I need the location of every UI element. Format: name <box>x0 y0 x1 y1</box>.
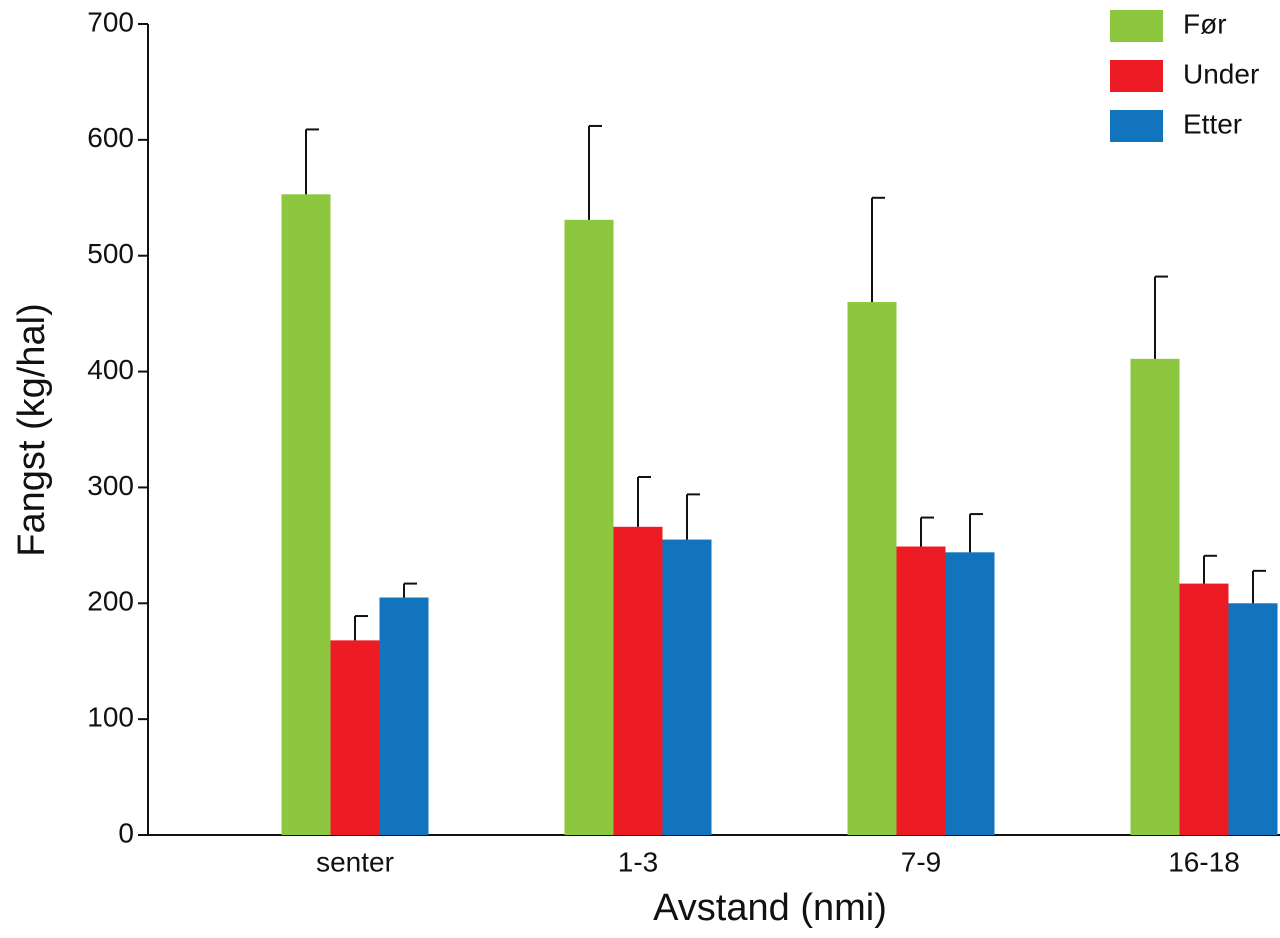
bar <box>662 539 712 835</box>
bar <box>379 597 429 835</box>
legend-swatch <box>1110 60 1163 92</box>
bar <box>564 219 614 835</box>
y-tick-label: 200 <box>87 586 134 617</box>
error-bar <box>305 128 319 195</box>
y-axis-label: Fangst (kg/hal) <box>11 303 53 556</box>
error-bar <box>871 196 885 303</box>
y-tick-label: 300 <box>87 470 134 501</box>
bar <box>330 640 380 835</box>
y-tick-label: 0 <box>118 817 134 848</box>
x-axis-label: Avstand (nmi) <box>653 887 887 929</box>
bar <box>613 526 663 835</box>
bar <box>281 194 331 835</box>
error-bar <box>403 582 417 598</box>
y-tick-label: 100 <box>87 702 134 733</box>
legend-swatch <box>1110 110 1163 142</box>
legend-label: Etter <box>1183 108 1242 139</box>
y-tick-label: 600 <box>87 122 134 153</box>
error-bar <box>637 476 651 527</box>
error-bar <box>1203 554 1217 584</box>
y-tick-label: 700 <box>87 6 134 37</box>
y-tick-label: 400 <box>87 354 134 385</box>
error-bar <box>1252 569 1266 604</box>
bar <box>896 546 946 835</box>
bar <box>1130 358 1180 835</box>
error-bar <box>920 516 934 547</box>
bar <box>945 552 995 835</box>
bar <box>847 302 897 835</box>
y-tick-label: 500 <box>87 238 134 269</box>
bar <box>1228 603 1278 835</box>
x-tick-label: 7-9 <box>901 846 941 877</box>
x-tick-label: 1-3 <box>618 846 658 877</box>
error-bar <box>354 615 368 641</box>
error-bar <box>588 124 602 220</box>
error-bar <box>1154 275 1168 359</box>
legend-label: Før <box>1183 8 1227 39</box>
legend-label: Under <box>1183 58 1259 89</box>
bar <box>1179 583 1229 835</box>
x-tick-label: senter <box>316 846 394 877</box>
legend-swatch <box>1110 10 1163 42</box>
x-tick-label: 16-18 <box>1168 846 1240 877</box>
error-bar <box>969 513 983 553</box>
error-bar <box>686 493 700 540</box>
